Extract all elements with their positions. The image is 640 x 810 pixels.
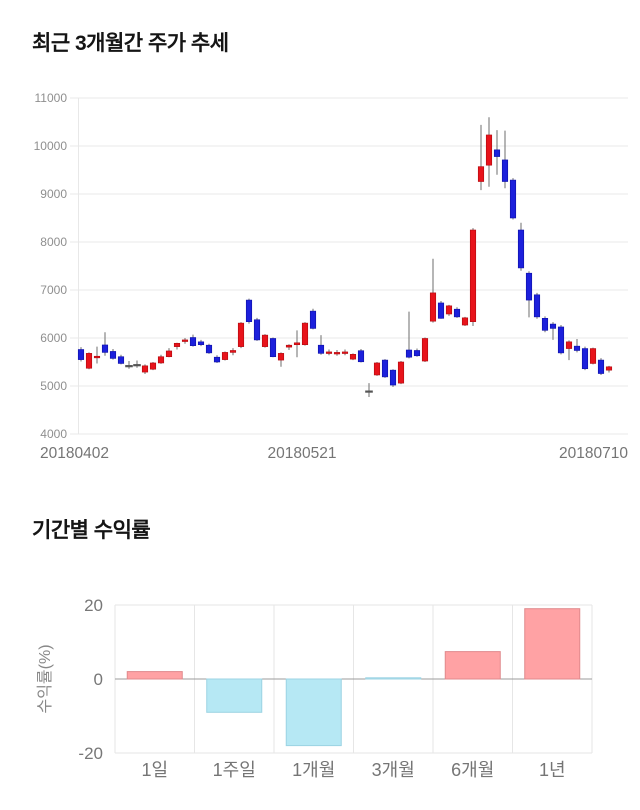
svg-text:6개월: 6개월 bbox=[451, 760, 494, 780]
return-bar bbox=[206, 678, 263, 713]
return-bar bbox=[285, 678, 342, 747]
svg-text:1개월: 1개월 bbox=[292, 760, 335, 780]
return-bar bbox=[126, 671, 183, 680]
period-returns-title: 기간별 수익률 bbox=[32, 519, 151, 542]
candlestick-chart bbox=[70, 97, 628, 435]
svg-text:0: 0 bbox=[94, 670, 103, 689]
svg-text:5000: 5000 bbox=[40, 379, 67, 393]
svg-text:8000: 8000 bbox=[40, 235, 67, 249]
return-bar bbox=[524, 608, 581, 680]
return-bar bbox=[365, 677, 422, 680]
returns-bar-chart bbox=[114, 604, 593, 754]
svg-text:-20: -20 bbox=[78, 744, 103, 763]
svg-text:1일: 1일 bbox=[141, 760, 168, 780]
svg-text:20: 20 bbox=[84, 596, 103, 615]
svg-text:1년: 1년 bbox=[539, 760, 566, 780]
svg-text:20180521: 20180521 bbox=[268, 445, 337, 462]
svg-text:4000: 4000 bbox=[40, 427, 67, 441]
svg-text:7000: 7000 bbox=[40, 283, 67, 297]
svg-text:10000: 10000 bbox=[34, 139, 68, 153]
svg-text:11000: 11000 bbox=[35, 91, 68, 105]
price-trend-title: 최근 3개월간 주가 추세 bbox=[32, 32, 229, 55]
svg-text:9000: 9000 bbox=[40, 187, 67, 201]
svg-text:1주일: 1주일 bbox=[213, 760, 256, 780]
return-bar bbox=[444, 651, 501, 680]
svg-text:3개월: 3개월 bbox=[372, 760, 415, 780]
svg-text:수익률(%): 수익률(%) bbox=[36, 644, 54, 713]
svg-text:6000: 6000 bbox=[40, 331, 67, 345]
svg-text:20180710: 20180710 bbox=[559, 445, 628, 462]
svg-text:20180402: 20180402 bbox=[40, 445, 109, 462]
